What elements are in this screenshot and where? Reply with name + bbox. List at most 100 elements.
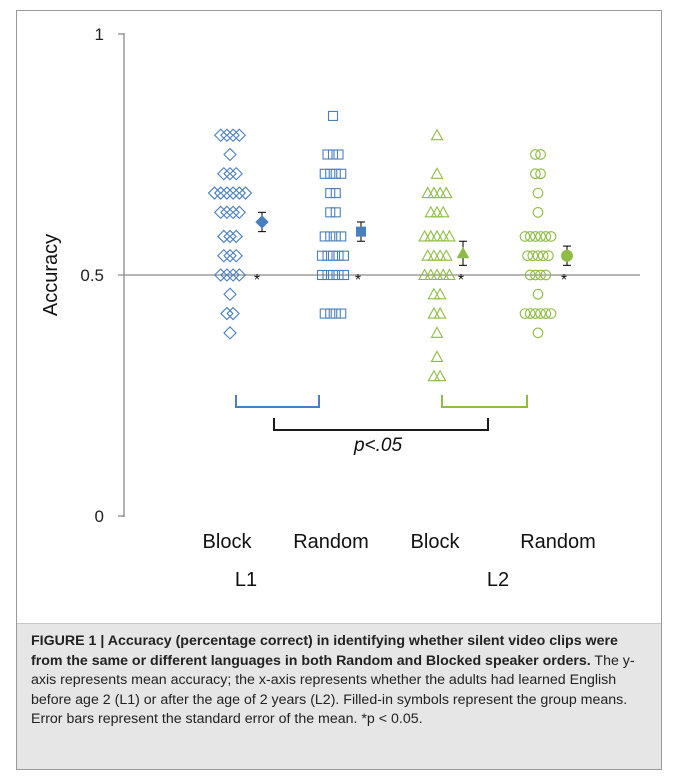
significance-star-l1-block: *: [254, 272, 260, 289]
data-point-l1-random: [322, 250, 333, 261]
data-point-l1-block: [220, 186, 234, 200]
data-point-l1-block: [213, 186, 228, 200]
mean-marker-l2-block: [456, 246, 470, 259]
data-point-l2-block: [424, 268, 438, 281]
data-point-l1-random: [319, 231, 330, 242]
data-point-l2-random: [540, 231, 552, 242]
data-point-l1-random: [327, 110, 339, 121]
significance-star-l2-block: *: [458, 272, 464, 289]
mean-marker-l1-random: [356, 226, 366, 237]
data-point-l1-random: [316, 250, 328, 261]
data-point-l2-random: [545, 231, 557, 242]
data-point-l1-random: [336, 231, 347, 242]
data-point-l2-random: [545, 308, 557, 319]
x-category-label-l2-random: Random: [520, 531, 596, 553]
data-point-l1-random: [330, 231, 341, 242]
data-point-l1-random: [338, 250, 350, 261]
data-point-l2-random: [540, 308, 552, 319]
data-point-l1-random: [316, 269, 328, 281]
group-label-l2: L2: [487, 569, 509, 591]
data-point-l1-block: [223, 287, 237, 302]
data-point-l1-block: [223, 229, 237, 244]
data-point-l2-block: [427, 186, 441, 199]
data-point-l2-random: [527, 250, 539, 262]
data-point-l1-block: [226, 205, 240, 220]
data-point-l2-block: [436, 205, 450, 218]
data-point-l2-random: [532, 327, 544, 339]
bracket-l2: [441, 395, 528, 408]
data-point-l2-random: [535, 231, 546, 242]
data-point-l1-block: [207, 186, 222, 200]
data-point-l2-random: [532, 288, 544, 300]
data-point-l1-random: [325, 207, 336, 218]
data-point-l1-random: [330, 308, 341, 319]
data-point-l2-block: [430, 128, 444, 141]
data-point-l2-random: [543, 250, 554, 262]
y-tick-label-0: 0: [95, 507, 104, 526]
data-point-l1-block: [238, 186, 253, 200]
data-point-l2-random: [522, 250, 533, 262]
data-point-l2-random: [524, 231, 536, 242]
data-point-l1-random: [322, 269, 333, 281]
y-tick-label-0.5: 0.5: [80, 266, 104, 285]
data-point-l2-block: [430, 268, 444, 281]
data-point-l1-block: [220, 205, 234, 220]
data-point-l2-random: [519, 231, 531, 242]
y-axis-label: Accuracy: [40, 234, 62, 316]
data-point-l1-block: [220, 128, 234, 142]
data-point-l2-block: [418, 268, 432, 281]
x-category-label-l2-block: Block: [411, 531, 461, 553]
data-point-l1-block: [226, 186, 240, 200]
data-point-l1-block: [229, 248, 243, 263]
data-point-l1-block: [217, 248, 231, 263]
data-point-l1-random: [333, 250, 344, 261]
data-point-l1-block: [232, 186, 247, 200]
significance-star-l2-random: *: [561, 272, 567, 289]
data-point-l1-random: [336, 308, 347, 319]
data-point-l2-block: [442, 268, 456, 281]
data-point-l2-block: [439, 249, 453, 261]
data-point-l2-block: [421, 186, 435, 199]
data-point-l2-block: [427, 287, 441, 300]
data-point-l1-block: [226, 268, 240, 282]
caption-body: The y-axis represents mean accuracy; the…: [31, 652, 635, 728]
data-point-l2-random: [530, 308, 541, 319]
data-point-l2-random: [537, 250, 549, 262]
data-point-l2-random: [524, 308, 536, 319]
data-point-l1-block: [226, 306, 240, 321]
data-point-l2-block: [430, 326, 444, 338]
data-point-l2-block: [436, 268, 450, 281]
data-point-l2-random: [540, 269, 552, 281]
caption-heading: FIGURE 1 | Accuracy (percentage correct)…: [31, 633, 618, 669]
figure-frame: 1 0.5 0 Accuracy Block Random Block Rand…: [16, 10, 662, 770]
data-point-l2-block: [433, 249, 447, 261]
data-point-l2-random: [535, 269, 546, 281]
data-point-l1-random: [319, 308, 330, 319]
data-point-l2-block: [424, 229, 438, 242]
data-point-l1-random: [330, 207, 341, 218]
mean-marker-l2-random: [561, 249, 573, 262]
data-point-l2-block: [427, 369, 441, 382]
data-point-l2-block: [433, 369, 447, 382]
mean-marker-l1-block: [255, 215, 269, 229]
data-point-l1-block: [232, 128, 247, 142]
data-point-l2-block: [436, 229, 450, 242]
y-tick-label-1: 1: [95, 25, 104, 44]
chart-area: 1 0.5 0 Accuracy Block Random Block Rand…: [17, 11, 661, 611]
data-point-l1-random: [325, 188, 336, 199]
data-point-l1-random: [327, 250, 339, 261]
data-point-l2-block: [442, 229, 456, 242]
data-point-l1-block: [229, 229, 243, 244]
data-point-l2-block: [430, 229, 444, 242]
accuracy-chart: 1 0.5 0 Accuracy Block Random Block Rand…: [40, 25, 640, 591]
p-value-annotation: p<.05: [353, 435, 403, 456]
data-point-l2-block: [430, 205, 444, 218]
data-point-l1-block: [220, 306, 234, 321]
data-point-l1-random: [325, 168, 336, 179]
data-point-l1-block: [213, 128, 228, 142]
data-point-l2-random: [530, 231, 541, 242]
figure-caption: FIGURE 1 | Accuracy (percentage correct)…: [31, 632, 647, 730]
data-point-l2-block: [433, 306, 447, 319]
data-point-l2-random: [535, 168, 546, 180]
data-point-l1-random: [325, 231, 336, 242]
